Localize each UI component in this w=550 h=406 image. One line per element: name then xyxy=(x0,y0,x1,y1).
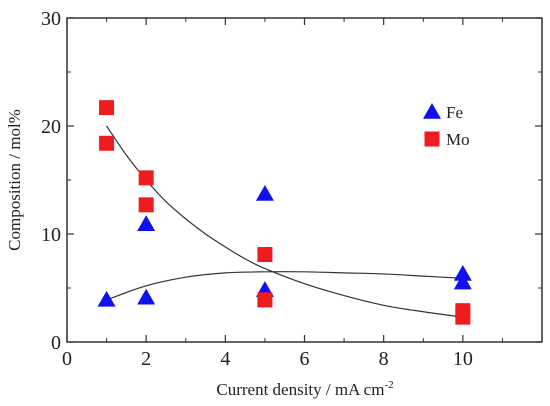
legend-label-mo: Mo xyxy=(446,130,470,149)
x-axis-title: Current density / mA cm-2 xyxy=(216,379,393,399)
fe-data-point xyxy=(453,273,472,290)
x-tick-label: 4 xyxy=(220,348,230,370)
x-tick-label: 6 xyxy=(300,348,310,370)
x-tick-label: 0 xyxy=(62,348,72,370)
plot-frame xyxy=(66,17,543,343)
legend-label-fe: Fe xyxy=(446,103,463,122)
fe-data-point xyxy=(255,185,274,201)
legend-marker-mo xyxy=(424,131,440,147)
mo-data-point xyxy=(99,135,115,151)
fit-curves xyxy=(106,125,463,318)
y-tick-label: 30 xyxy=(41,8,61,30)
y-tick-label: 20 xyxy=(41,116,61,138)
fit-curve-mo xyxy=(106,125,463,318)
axis-ticks: 0 2 4 6 8 10 0 10 20 30 xyxy=(41,8,542,370)
fe-data-point xyxy=(453,264,472,281)
mo-data-point xyxy=(257,292,273,308)
mo-data-point xyxy=(138,197,154,213)
x-axis-title-superscript: -2 xyxy=(384,379,393,391)
fe-data-point xyxy=(137,288,156,305)
x-tick-label: 8 xyxy=(379,348,389,370)
y-axis-title: Composition / mol% xyxy=(5,109,24,251)
legend-marker-fe xyxy=(423,103,441,119)
x-tick-label: 10 xyxy=(453,348,473,370)
y-tick-label: 0 xyxy=(51,332,61,354)
mo-data-point xyxy=(455,309,471,325)
mo-data-point xyxy=(99,100,115,116)
fe-data-point xyxy=(137,215,156,232)
x-axis-title-main: Current density / mA cm xyxy=(216,380,384,399)
fit-curve-fe xyxy=(106,271,463,301)
x-tick-label: 2 xyxy=(141,348,151,370)
y-tick-label: 10 xyxy=(41,224,61,246)
legend: Fe Mo xyxy=(423,103,470,149)
fe-data-point xyxy=(97,290,116,307)
data-points xyxy=(97,100,472,325)
mo-data-point xyxy=(257,247,273,263)
mo-data-point xyxy=(138,170,154,186)
